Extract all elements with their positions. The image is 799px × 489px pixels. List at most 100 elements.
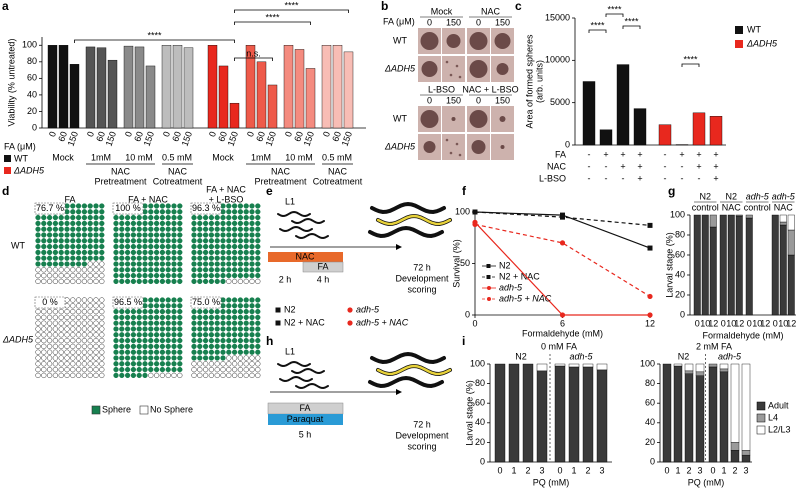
waffle-dot xyxy=(148,332,154,338)
waffle-dot xyxy=(208,272,215,279)
waffle-dot xyxy=(231,255,238,261)
waffle-dot xyxy=(52,214,59,221)
waffle-dot xyxy=(148,272,154,279)
legend-marker xyxy=(486,275,491,279)
waffle-dot xyxy=(191,226,197,232)
waffle-dot xyxy=(165,303,171,309)
waffle-dot xyxy=(75,320,82,326)
waffle-dot xyxy=(52,337,59,344)
waffle-dot xyxy=(148,337,154,344)
waffle-dot xyxy=(171,343,177,350)
x-tick-label: 3 xyxy=(697,465,702,475)
waffle-dot xyxy=(226,243,232,250)
waffle-dot xyxy=(226,320,232,326)
waffle-dot xyxy=(41,238,47,244)
waffle-dot xyxy=(202,366,209,373)
waffle-dot xyxy=(136,332,142,338)
cell-speck xyxy=(455,64,459,68)
waffle-dot xyxy=(64,332,70,338)
bar xyxy=(599,129,613,146)
waffle-dot xyxy=(41,366,47,373)
bar xyxy=(283,45,294,129)
waffle-dot xyxy=(58,343,64,350)
waffle-dot xyxy=(87,238,93,244)
waffle-dot xyxy=(35,214,41,221)
waffle-dot xyxy=(64,220,70,227)
waffle-dot xyxy=(171,355,177,361)
legend-label: WT xyxy=(14,153,28,163)
bar-segment xyxy=(779,214,787,223)
level-label: 0 xyxy=(427,17,432,27)
waffle-dot xyxy=(153,343,160,350)
cell-speck xyxy=(445,138,449,142)
waffle-dot xyxy=(124,220,131,227)
waffle-dot xyxy=(171,255,177,261)
cell-speck xyxy=(449,151,453,155)
treatment-bar xyxy=(268,414,343,425)
waffle xyxy=(191,203,261,285)
waffle-dot xyxy=(165,343,171,350)
waffle-dot xyxy=(46,326,53,332)
waffle-dot xyxy=(159,278,166,285)
legend-marker xyxy=(487,297,491,301)
waffle-dot xyxy=(220,303,226,309)
waffle-dot xyxy=(159,209,166,215)
waffle-dot xyxy=(70,249,76,256)
waffle-dot xyxy=(119,332,125,338)
waffle-dot xyxy=(243,337,249,344)
waffle-dot xyxy=(226,249,232,256)
waffle-dot xyxy=(70,326,76,332)
waffle-dot xyxy=(191,261,197,267)
legend-swatch xyxy=(91,405,101,415)
waffle-dot xyxy=(159,214,166,221)
waffle-dot xyxy=(237,349,244,355)
waffle-dot xyxy=(35,355,41,361)
waffle-dot xyxy=(58,314,64,321)
waffle-dot xyxy=(142,278,148,285)
waffle-dot xyxy=(46,278,53,285)
waffle-dot xyxy=(81,255,88,261)
waffle-dot xyxy=(58,278,64,285)
cell-speck xyxy=(455,142,459,146)
waffle-dot xyxy=(165,314,171,321)
panel-label: d xyxy=(2,184,9,198)
waffle-dot xyxy=(220,249,226,256)
x-tick-label: 0 xyxy=(47,130,58,138)
waffle-dot xyxy=(197,272,203,279)
waffle-dot xyxy=(237,249,244,256)
legend-label: adh-5 xyxy=(499,282,523,292)
waffle-dot xyxy=(255,337,261,344)
waffle-dot xyxy=(202,255,209,261)
condition-sign: + xyxy=(637,161,642,171)
bar-segment xyxy=(508,363,520,463)
waffle-dot xyxy=(197,326,203,332)
waffle-dot xyxy=(52,272,59,279)
waffle-dot xyxy=(81,272,88,279)
waffle-dot xyxy=(237,372,244,379)
waffle-dot xyxy=(119,308,125,315)
waffle-dot xyxy=(249,209,255,215)
x-tick-label: 6 xyxy=(560,318,565,328)
waffle-dot xyxy=(142,314,148,321)
point xyxy=(559,240,566,246)
waffle-dot xyxy=(249,349,255,355)
micrograph xyxy=(442,56,465,82)
bar xyxy=(69,64,80,129)
waffle-dot xyxy=(153,349,160,355)
waffle-dot xyxy=(113,249,119,256)
condition-sign: - xyxy=(664,173,667,183)
waffle-dot xyxy=(159,238,166,244)
bar-segment xyxy=(719,363,729,370)
waffle-dot xyxy=(148,308,154,315)
waffle-dot xyxy=(99,226,105,232)
waffle-dot xyxy=(119,261,125,267)
waffle-dot xyxy=(177,355,183,361)
y-axis-label: Viability (% untreated) xyxy=(6,39,16,127)
span-label: Pretreatment xyxy=(254,176,307,186)
waffle-dot xyxy=(159,232,166,238)
waffle-dot xyxy=(171,209,177,215)
waffle-dot xyxy=(64,249,70,256)
waffle-dot xyxy=(153,243,160,250)
bar-segment xyxy=(596,363,608,371)
waffle-dot xyxy=(119,366,125,373)
